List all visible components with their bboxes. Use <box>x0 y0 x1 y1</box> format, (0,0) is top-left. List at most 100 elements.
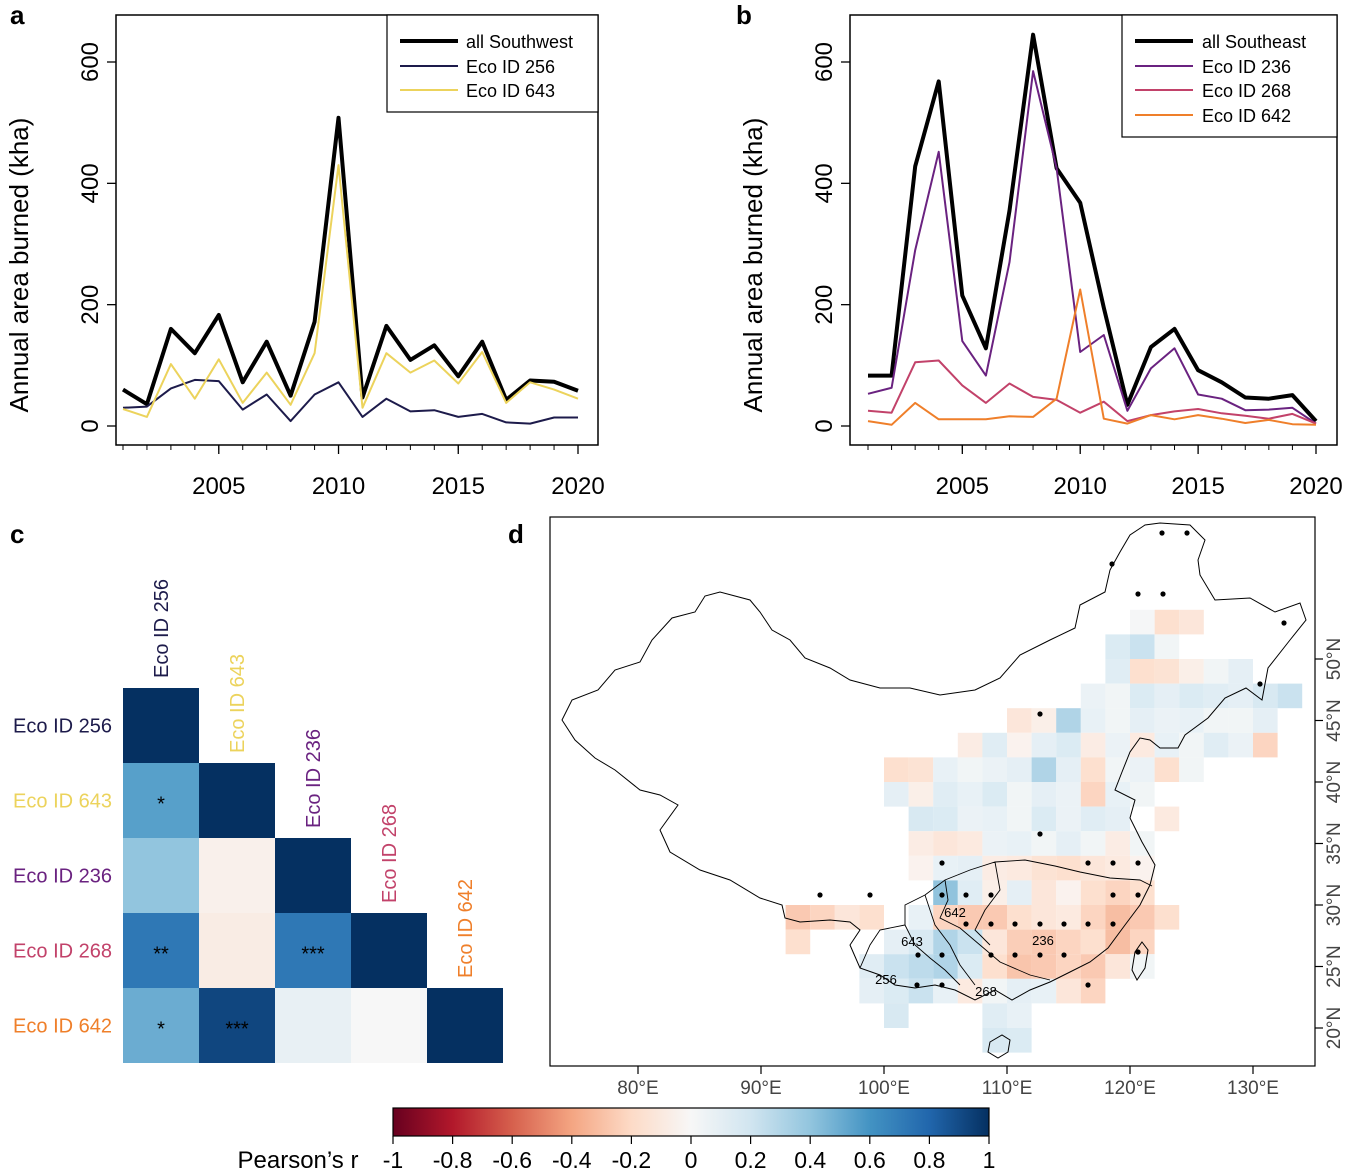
map-grid-cell <box>1031 831 1057 856</box>
matrix-cell <box>351 988 427 1063</box>
map-grid-cell <box>908 954 934 979</box>
map-grid-cell <box>1056 905 1081 930</box>
map-grid-cell <box>1007 929 1032 955</box>
legend-box-a <box>386 14 599 113</box>
significance-dot <box>1037 831 1043 837</box>
row-label-eco643: Eco ID 643 <box>13 791 112 813</box>
map-grid-cell <box>1203 732 1229 758</box>
map-grid-cell <box>1105 732 1130 758</box>
map-grid-cell <box>1080 929 1106 955</box>
colorbar-label: Pearson’s r <box>238 1147 359 1171</box>
lon-tick-label: 110°E <box>982 1078 1033 1099</box>
map-grid-cell <box>810 905 835 930</box>
map-grid-cell <box>1154 708 1180 733</box>
significance-dot <box>939 952 945 958</box>
taiwan-outline <box>1131 941 1149 981</box>
lon-tick-label: 80°E <box>617 1078 658 1099</box>
y-tick-label-a: 400 <box>77 163 104 203</box>
map-grid-cell <box>1253 732 1278 758</box>
series-line-all_southwest <box>121 115 579 407</box>
map-grid-cell <box>1154 757 1180 782</box>
series-line-eco642 <box>867 288 1317 426</box>
significance-dot <box>1135 860 1141 866</box>
significance-mark: * <box>157 794 165 816</box>
colorbar-ticks: -1 -0.8 -0.6 -0.4 -0.2 0 0.2 0.4 0.6 0.8 1 <box>383 1136 995 1171</box>
y-tick-label-b: 600 <box>811 42 838 82</box>
significance-dot <box>915 952 921 958</box>
significance-dot <box>988 952 994 958</box>
y-axis-label-b: Annual area burned (kha) <box>738 118 768 413</box>
map-grid-cell <box>982 978 1007 1004</box>
legend-label-eco643: Eco ID 643 <box>466 81 555 101</box>
significance-dot <box>914 982 920 988</box>
map-grid-cell <box>1154 683 1180 709</box>
series-line-all_southeast <box>868 32 1318 423</box>
map-grid-cell <box>785 929 811 955</box>
map-grid-cell <box>1154 905 1180 930</box>
map-grid-cell <box>1179 757 1204 782</box>
lat-tick-label: 50°N <box>1324 638 1345 680</box>
map-grid-cell <box>957 782 983 807</box>
region-label-236: 236 <box>1032 933 1054 948</box>
series-line-eco256 <box>122 378 578 425</box>
col-label-eco236: Eco ID 236 <box>303 729 325 828</box>
map-grid-cell <box>1031 929 1057 955</box>
map-grid-cell <box>1105 880 1130 905</box>
map-grid-cell <box>1105 634 1130 659</box>
map-grid-cell <box>1031 954 1057 979</box>
map-grid-cell <box>884 929 909 955</box>
map-grid-cell <box>1056 782 1081 807</box>
map-grid-cell <box>1007 1028 1032 1053</box>
row-label-eco236: Eco ID 236 <box>13 866 112 888</box>
region-labels: 642 643 236 256 268 <box>875 905 1054 999</box>
map-grid-cell <box>1228 659 1253 684</box>
x-tick-label-b: 2010 <box>1054 473 1107 500</box>
colorbar-tick-label: 0.2 <box>735 1147 767 1171</box>
map-grid-cell <box>1105 782 1130 807</box>
significance-dot <box>1159 530 1165 536</box>
map-grid-cell <box>1154 634 1180 659</box>
map-grid-cell <box>1007 831 1032 856</box>
significance-dot <box>1085 921 1091 927</box>
significance-dot <box>939 860 945 866</box>
significance-dot <box>1085 982 1091 988</box>
colorbar-label-text: Pearson’s r <box>238 1147 359 1171</box>
ecoregion-boundaries <box>859 859 1153 986</box>
map-frame <box>549 516 1316 1067</box>
significance-dot <box>963 892 969 898</box>
map-grid-cell <box>1154 806 1180 832</box>
map-grid-cell <box>1007 855 1032 881</box>
significance-dot <box>1110 892 1116 898</box>
map-grid-cells <box>785 609 1303 1053</box>
legend-a: all Southwest Eco ID 256 Eco ID 643 <box>386 14 599 113</box>
region-label-256: 256 <box>875 972 897 987</box>
map-grid-cell <box>1007 806 1032 832</box>
lon-tick-label: 100°E <box>858 1078 910 1099</box>
matrix-cell <box>199 838 275 913</box>
map-grid-cell <box>982 831 1007 856</box>
legend-label-all-southeast: all Southeast <box>1202 32 1306 52</box>
matrix-cell <box>427 988 503 1063</box>
map-grid-cell <box>908 782 934 807</box>
lat-tick-label: 20°N <box>1324 1007 1345 1049</box>
map-grid-cell <box>982 732 1007 758</box>
significance-dot <box>1012 952 1018 958</box>
map-grid-cell <box>1080 978 1106 1004</box>
map-grid-cell <box>1179 708 1204 733</box>
matrix-cell <box>123 688 199 763</box>
map-panel-d: 642 643 236 256 268 80°E 90°E 100°E 110°E 120°E 1… <box>549 516 1345 1099</box>
map-grid-cell <box>1080 954 1106 979</box>
chart-panel-a: Annual area burned (kha) 2005 2010 2015 202… <box>4 14 605 500</box>
map-grid-cell <box>982 757 1007 782</box>
region-label-268: 268 <box>975 984 997 999</box>
series-line-eco236 <box>867 70 1317 425</box>
plot-frame-b <box>849 14 1338 446</box>
colorbar: Pearson’s r -1 -0.8 -0.6 -0.4 -0.2 0 0.2 0.4 0.6… <box>238 1107 995 1171</box>
lat-tick-label: 45°N <box>1324 699 1345 741</box>
significance-mark: *** <box>301 944 325 966</box>
map-grid-cell <box>1007 757 1032 782</box>
significance-dot <box>1110 921 1116 927</box>
map-grid-cell <box>1007 732 1032 758</box>
map-grid-cell <box>1056 880 1081 905</box>
colorbar-gradient <box>392 1107 990 1137</box>
